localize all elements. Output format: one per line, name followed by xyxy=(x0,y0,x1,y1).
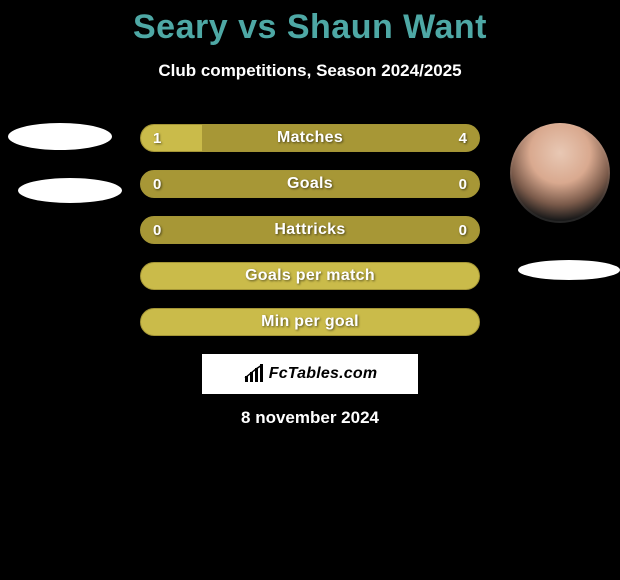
player-right-avatar xyxy=(510,123,610,223)
branding-text: FcTables.com xyxy=(269,365,378,383)
stat-value-right: 0 xyxy=(459,217,467,243)
stat-bars: 1 Matches 4 0 Goals 0 0 Hattricks 0 Goal… xyxy=(140,124,480,354)
stat-label: Goals xyxy=(141,171,479,197)
date-text: 8 november 2024 xyxy=(0,408,620,428)
player-right-shadow xyxy=(518,260,620,280)
branding-badge: FcTables.com xyxy=(202,354,418,394)
stat-label: Goals per match xyxy=(141,263,479,289)
bar-chart-icon xyxy=(243,364,265,384)
comparison-page: Seary vs Shaun Want Club competitions, S… xyxy=(0,0,620,580)
stat-label: Hattricks xyxy=(141,217,479,243)
stat-bar-goals: 0 Goals 0 xyxy=(140,170,480,198)
stat-value-right: 0 xyxy=(459,171,467,197)
stat-value-right: 4 xyxy=(459,125,467,151)
stat-label: Min per goal xyxy=(141,309,479,335)
stat-label: Matches xyxy=(141,125,479,151)
stat-bar-hattricks: 0 Hattricks 0 xyxy=(140,216,480,244)
player-left-avatar-2 xyxy=(18,178,122,203)
page-subtitle: Club competitions, Season 2024/2025 xyxy=(0,61,620,81)
stat-bar-min-per-goal: Min per goal xyxy=(140,308,480,336)
page-title: Seary vs Shaun Want xyxy=(0,0,620,47)
stat-bar-matches: 1 Matches 4 xyxy=(140,124,480,152)
stat-bar-goals-per-match: Goals per match xyxy=(140,262,480,290)
player-left-avatar-1 xyxy=(8,123,112,150)
